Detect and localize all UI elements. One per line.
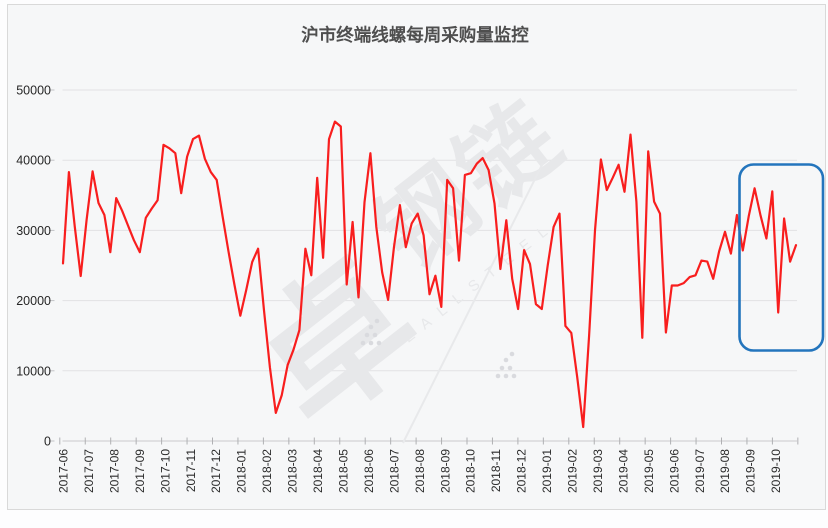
x-axis-label-2019-08: 2019-08 bbox=[718, 449, 732, 493]
watermark-dots-b bbox=[509, 351, 515, 357]
x-axis-label-2019-06: 2019-06 bbox=[667, 449, 681, 493]
watermark-dots-a bbox=[368, 340, 374, 346]
x-axis-label-2019-01: 2019-01 bbox=[540, 449, 554, 493]
watermark-dots-a bbox=[374, 318, 380, 324]
watermark-dots-b bbox=[511, 373, 517, 379]
panel-frame bbox=[7, 4, 826, 510]
x-axis-label-2017-06: 2017-06 bbox=[57, 449, 71, 493]
watermark-dots-a bbox=[364, 332, 370, 338]
watermark-dots-b bbox=[503, 373, 509, 379]
x-axis-label-2017-11: 2017-11 bbox=[184, 449, 198, 492]
gridlines bbox=[62, 89, 797, 442]
x-axis-label-2019-07: 2019-07 bbox=[693, 449, 707, 493]
x-axis-label-2019-02: 2019-02 bbox=[566, 449, 580, 493]
x-axis-label-2017-07: 2017-07 bbox=[82, 449, 96, 493]
x-axis-label-2019-03: 2019-03 bbox=[591, 449, 605, 493]
x-axis-label-2017-08: 2017-08 bbox=[107, 449, 121, 493]
x-axis-label-2019-04: 2019-04 bbox=[616, 449, 630, 493]
watermark-dots-b bbox=[503, 357, 509, 363]
x-axis-label-2018-02: 2018-02 bbox=[260, 449, 274, 493]
weekly-purchase-volume-line bbox=[61, 120, 798, 429]
x-axis-label-2017-09: 2017-09 bbox=[133, 449, 147, 493]
x-axis-label-2018-03: 2018-03 bbox=[286, 449, 300, 493]
y-axis-label-30000: 30000 bbox=[16, 224, 51, 238]
watermark-dots-b bbox=[495, 373, 501, 379]
x-axis-label-2018-06: 2018-06 bbox=[362, 449, 376, 493]
highlight-box bbox=[738, 163, 825, 352]
y-axis-label-10000: 10000 bbox=[16, 364, 51, 378]
watermark-dots-a bbox=[360, 340, 366, 346]
x-axis-label-2018-01: 2018-01 bbox=[235, 449, 249, 493]
x-axis-label-2018-04: 2018-04 bbox=[311, 449, 325, 493]
y-axis-label-50000: 50000 bbox=[16, 84, 51, 98]
chart-title: 沪市终端线螺每周采购量监控 bbox=[301, 25, 529, 45]
y-axis-label-20000: 20000 bbox=[16, 294, 51, 308]
x-axis-label-2018-11: 2018-11 bbox=[489, 449, 503, 492]
x-axis-label-2018-08: 2018-08 bbox=[413, 449, 427, 493]
x-axis-label-2018-10: 2018-10 bbox=[464, 449, 478, 493]
watermark-dots-a bbox=[376, 340, 382, 346]
watermark-dots-a bbox=[368, 324, 374, 330]
x-axis-label-2019-09: 2019-09 bbox=[744, 449, 758, 493]
x-axis-label-2017-12: 2017-12 bbox=[209, 449, 223, 493]
x-axis-label-2018-07: 2018-07 bbox=[387, 449, 401, 493]
y-axis-label-0: 0 bbox=[44, 435, 51, 449]
x-axis-label-2017-10: 2017-10 bbox=[158, 449, 172, 493]
watermark-dots-b bbox=[499, 365, 505, 371]
axes: 0 10000 20000 30000 40000 50000 2017-06 2017-07… bbox=[16, 84, 799, 493]
x-axis-label-2018-12: 2018-12 bbox=[515, 449, 529, 493]
x-axis-label-2019-05: 2019-05 bbox=[642, 449, 656, 493]
watermark-dots-a bbox=[372, 332, 378, 338]
x-axis-label-2018-05: 2018-05 bbox=[336, 449, 350, 493]
x-axis-label-2019-10: 2019-10 bbox=[769, 449, 783, 493]
watermark-dots-b bbox=[507, 365, 513, 371]
watermark-diagonal-line bbox=[402, 162, 544, 444]
y-axis-label-40000: 40000 bbox=[16, 154, 51, 168]
x-axis-label-2018-09: 2018-09 bbox=[438, 449, 452, 493]
